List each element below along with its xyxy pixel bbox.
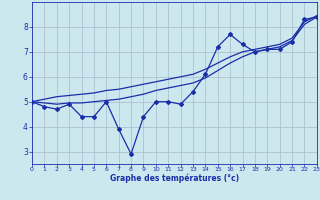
- X-axis label: Graphe des températures (°c): Graphe des températures (°c): [110, 174, 239, 183]
